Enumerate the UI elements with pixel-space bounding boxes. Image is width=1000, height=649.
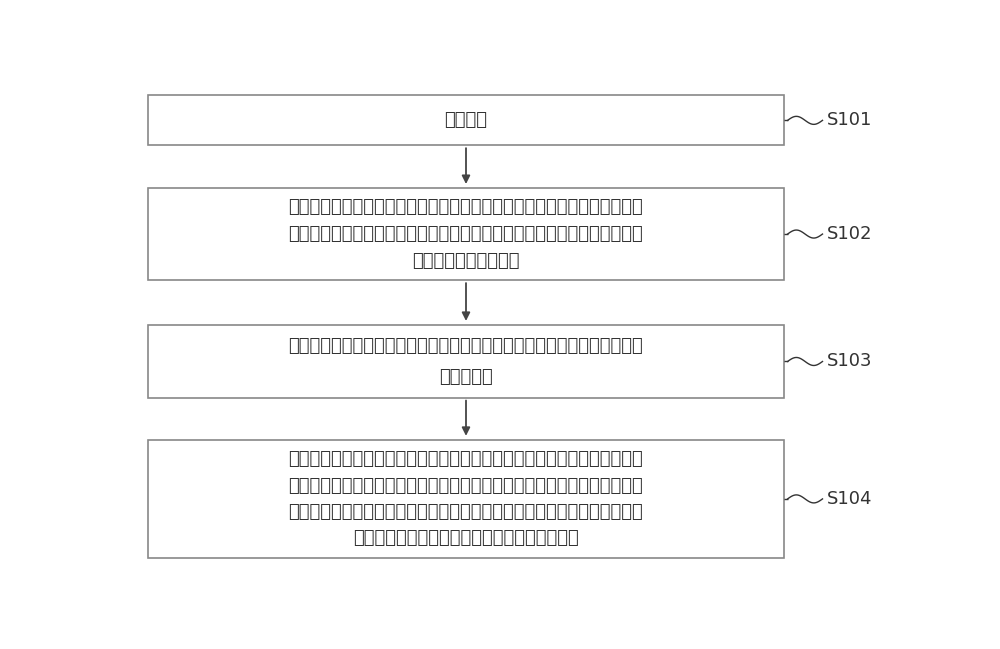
Text: 电子阻挡层和所述第二型导电层，其中，沿垂直于所述衬底的方向上，相对: 电子阻挡层和所述第二型导电层，其中，沿垂直于所述衬底的方向上，相对 [289,477,643,495]
Text: 在所述第一型导电层表面及所述纳米柱结构表面依次外延生长多量子阱层、: 在所述第一型导电层表面及所述纳米柱结构表面依次外延生长多量子阱层、 [289,450,643,469]
Text: S102: S102 [826,225,872,243]
Text: 第一纳米柱层和第二纳米柱层，所述第一纳米柱层为非掺杂层，所述第二纳: 第一纳米柱层和第二纳米柱层，所述第一纳米柱层为非掺杂层，所述第二纳 [289,225,643,243]
Text: 纳米柱结构: 纳米柱结构 [439,367,493,386]
FancyBboxPatch shape [148,325,784,398]
Text: 于所述第一型导电层背离所述衬底的表面，所述纳米柱结构的高度大于或等: 于所述第一型导电层背离所述衬底的表面，所述纳米柱结构的高度大于或等 [289,503,643,521]
Text: 于所述多量子阱层和所述电子阻挡层的厚度之和: 于所述多量子阱层和所述电子阻挡层的厚度之和 [353,530,579,548]
Text: 刻蚀所述第一纳米柱层和所述第二纳米柱层至所述第一型导电层表面，形成: 刻蚀所述第一纳米柱层和所述第二纳米柱层至所述第一型导电层表面，形成 [289,337,643,356]
Text: S104: S104 [826,490,872,508]
FancyBboxPatch shape [148,440,784,557]
Text: 在所述衬底上依次外延生长缓冲层、第一型非故意掺杂层、第一型导电层、: 在所述衬底上依次外延生长缓冲层、第一型非故意掺杂层、第一型导电层、 [289,198,643,216]
Text: S101: S101 [826,112,872,129]
FancyBboxPatch shape [148,188,784,280]
Text: S103: S103 [826,352,872,371]
FancyBboxPatch shape [148,95,784,145]
Text: 米柱层为第二型导电层: 米柱层为第二型导电层 [412,252,520,270]
Text: 提供衬底: 提供衬底 [444,112,487,129]
